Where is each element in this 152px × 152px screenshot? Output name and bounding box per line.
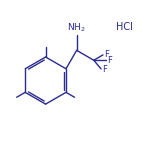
Text: F: F [104, 50, 109, 59]
Text: F: F [102, 65, 107, 74]
Text: HCl: HCl [116, 22, 133, 32]
Text: F: F [107, 56, 112, 65]
Text: NH$_2$: NH$_2$ [67, 22, 86, 34]
